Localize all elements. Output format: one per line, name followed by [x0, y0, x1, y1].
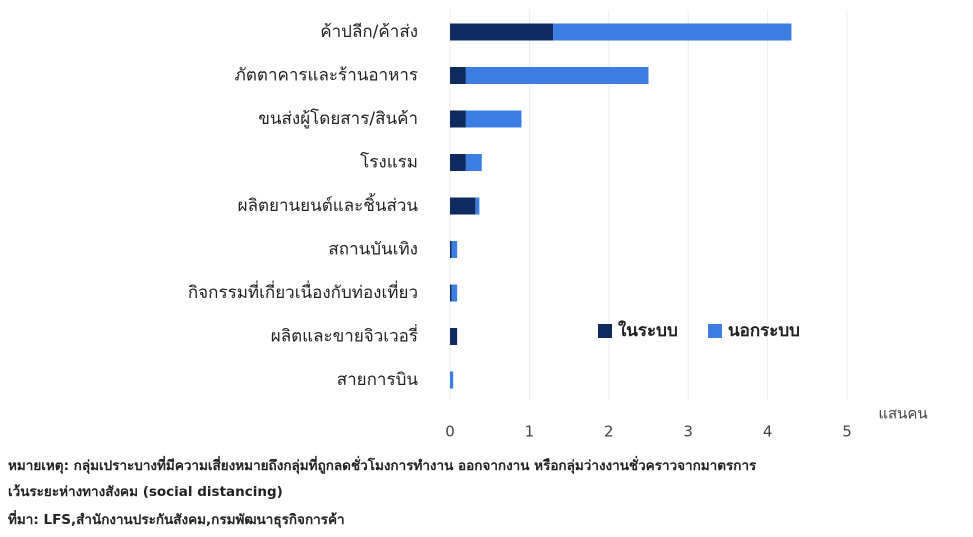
y-tick-label: สายการบิน: [337, 370, 419, 390]
bar-segment: [451, 241, 458, 258]
bar-segment: [450, 67, 466, 84]
bar-segment: [450, 371, 454, 389]
bar-segment: [450, 154, 466, 171]
bar-segment: [450, 23, 554, 41]
y-tick-label: โรงแรม: [360, 152, 418, 173]
x-tick-label: 0: [445, 423, 455, 441]
bar-segment: [465, 154, 482, 171]
bar-segment: [450, 241, 452, 258]
bar-segment: [450, 284, 452, 302]
x-tick-label: 4: [763, 423, 773, 441]
x-axis-unit: แสนคน: [878, 405, 927, 423]
x-tick-label: 5: [842, 423, 852, 441]
x-tick-label: 3: [683, 423, 693, 441]
y-tick-label: ขนส่งผู้โดยสาร/สินค้า: [258, 108, 418, 129]
note: เว้นระยะห่างทางสังคม (social distancing): [8, 484, 283, 500]
bar-segment: [475, 197, 480, 215]
x-tick-label: 2: [604, 423, 614, 441]
y-tick-label: ผลิตและขายจิวเวอรี่: [271, 324, 418, 347]
bar-segment: [450, 197, 476, 215]
note: ที่มา: LFS,สำนักงานประกันสังคม,กรมพัฒนาธ…: [8, 509, 345, 528]
legend-label: นอกระบบ: [728, 321, 800, 341]
bar-segment: [451, 284, 458, 302]
y-tick-label: กิจกรรมที่เกี่ยวเนื่องกับท่องเที่ยว: [188, 280, 418, 303]
legend-label: ในระบบ: [618, 320, 678, 341]
legend-swatch: [598, 324, 612, 338]
bar-segment: [553, 23, 792, 41]
y-tick-label: ภัตตาคารและร้านอาหาร: [235, 66, 418, 86]
bar-segment: [465, 110, 522, 128]
y-tick-label: สถานบันเทิง: [328, 240, 418, 260]
y-tick-label: ผลิตยานยนต์และชิ้นส่วน: [238, 193, 419, 216]
y-tick-label: ค้าปลีก/ค้าส่ง: [320, 22, 418, 42]
bar-segment: [465, 67, 649, 84]
x-tick-label: 1: [525, 423, 535, 441]
note: หมายเหตุ: กลุ่มเปราะบางที่มีความเสี่ยงหม…: [8, 455, 757, 474]
bar-segment: [450, 110, 466, 128]
legend-swatch: [708, 324, 722, 338]
bar-segment: [450, 328, 458, 345]
